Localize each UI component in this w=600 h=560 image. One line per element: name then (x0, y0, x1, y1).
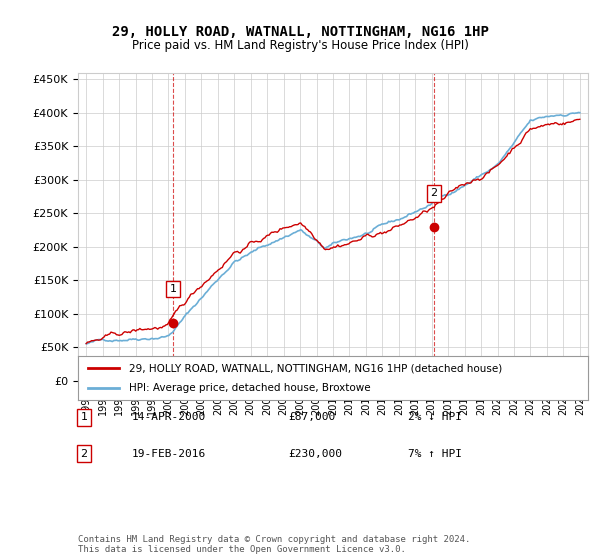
Text: 14-APR-2000: 14-APR-2000 (132, 412, 206, 422)
Text: 1: 1 (170, 284, 177, 294)
Text: Price paid vs. HM Land Registry's House Price Index (HPI): Price paid vs. HM Land Registry's House … (131, 39, 469, 52)
Text: Contains HM Land Registry data © Crown copyright and database right 2024.
This d: Contains HM Land Registry data © Crown c… (78, 535, 470, 554)
Text: 19-FEB-2016: 19-FEB-2016 (132, 449, 206, 459)
Text: 7% ↑ HPI: 7% ↑ HPI (408, 449, 462, 459)
Text: 2: 2 (430, 188, 437, 198)
Text: £230,000: £230,000 (288, 449, 342, 459)
Text: 29, HOLLY ROAD, WATNALL, NOTTINGHAM, NG16 1HP (detached house): 29, HOLLY ROAD, WATNALL, NOTTINGHAM, NG1… (129, 363, 502, 373)
Text: 2: 2 (80, 449, 88, 459)
Text: 29, HOLLY ROAD, WATNALL, NOTTINGHAM, NG16 1HP: 29, HOLLY ROAD, WATNALL, NOTTINGHAM, NG1… (112, 25, 488, 39)
Text: £87,000: £87,000 (288, 412, 335, 422)
Text: HPI: Average price, detached house, Broxtowe: HPI: Average price, detached house, Brox… (129, 383, 371, 393)
Text: 2% ↓ HPI: 2% ↓ HPI (408, 412, 462, 422)
Text: 1: 1 (80, 412, 88, 422)
